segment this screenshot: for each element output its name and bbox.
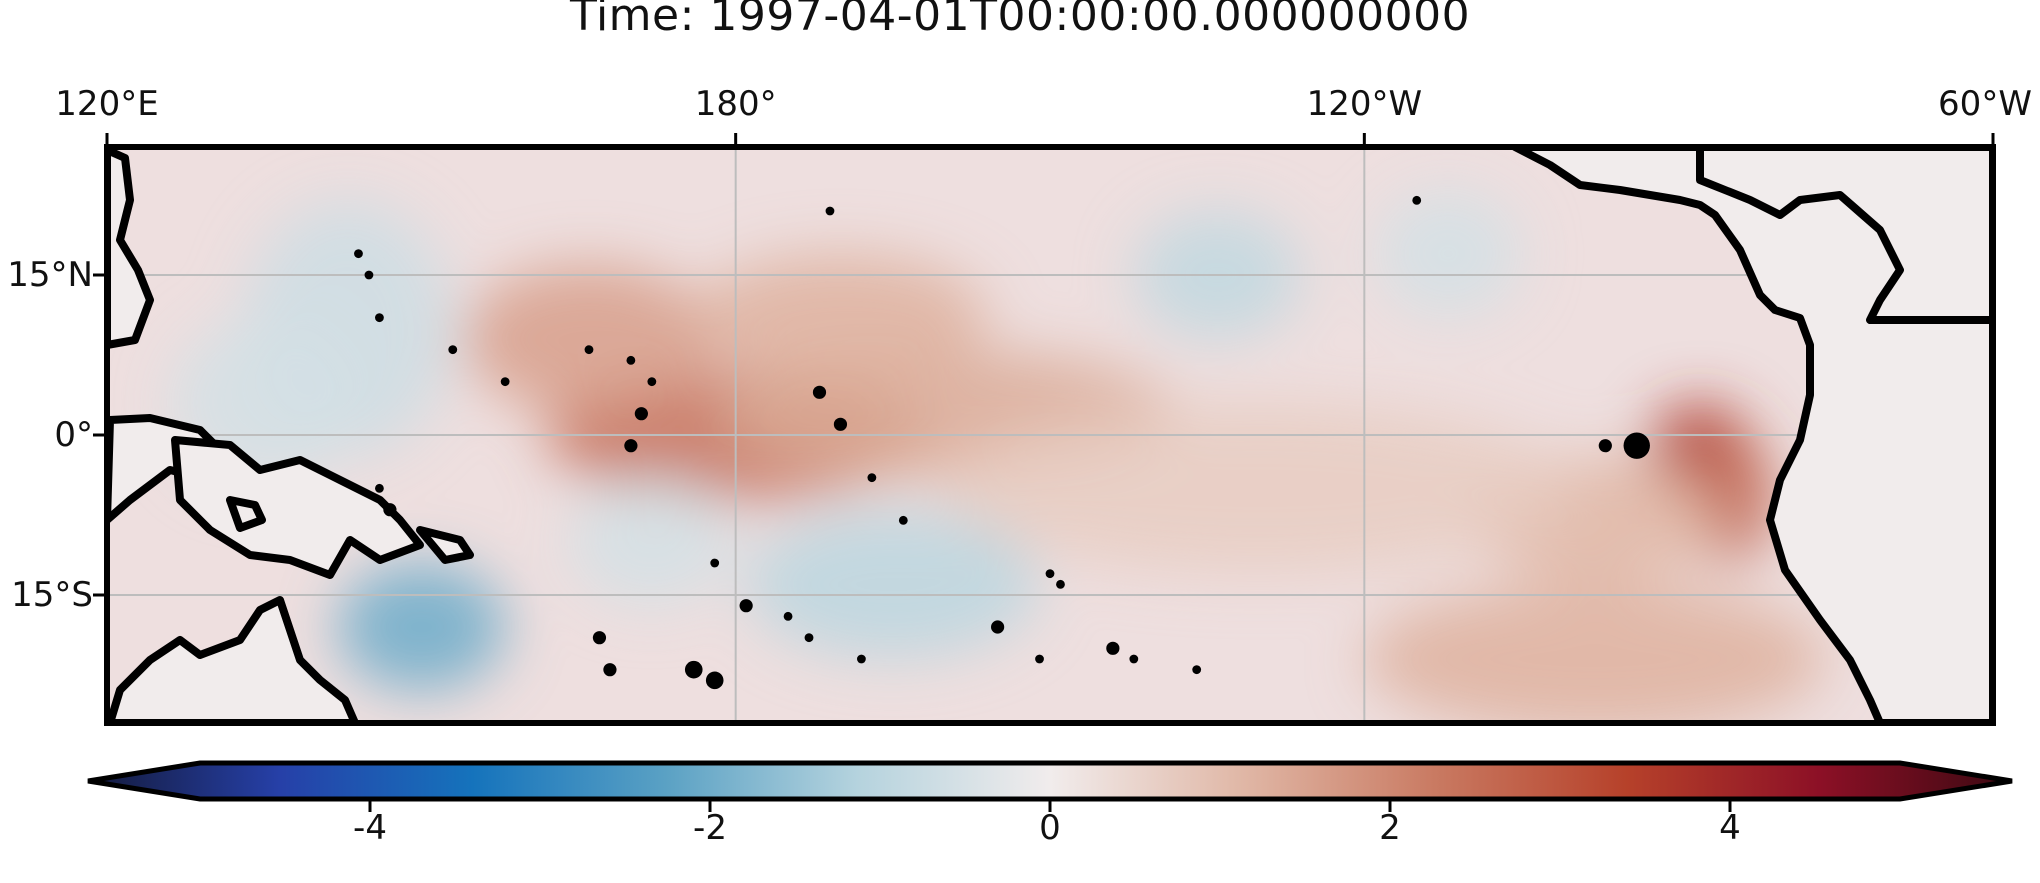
anomaly-blob [693, 253, 988, 382]
land-americas [1511, 147, 1993, 723]
island [857, 654, 866, 664]
anomaly-blob [746, 509, 1040, 659]
colorbar [87, 760, 2013, 812]
anomaly-blob [568, 477, 736, 606]
pacific-islands [354, 195, 1650, 690]
colorbar-tick-label: -4 [353, 808, 387, 848]
colorbar-ticks [368, 799, 1732, 812]
anomaly-blob [945, 403, 1574, 574]
anomaly-blob [337, 563, 506, 691]
island [624, 439, 638, 453]
longitude-label: 180° [694, 84, 777, 124]
island [603, 663, 617, 677]
island [592, 631, 607, 645]
island [898, 515, 908, 525]
island [739, 599, 753, 613]
colorbar-tick-label: 0 [1039, 808, 1061, 848]
island [991, 620, 1005, 634]
island [1412, 195, 1422, 205]
island [812, 385, 827, 399]
island [1623, 432, 1650, 459]
longitude-label: 120°E [55, 84, 159, 124]
colorbar-body [87, 760, 2013, 802]
anomaly-blob [463, 264, 715, 414]
land-australia [107, 596, 359, 723]
longitude-label: 120°W [1306, 84, 1423, 124]
island [1045, 569, 1055, 579]
island [626, 355, 636, 365]
island [684, 660, 703, 679]
longitude-label: 60°W [1938, 84, 2032, 124]
latitude-label: 0° [54, 415, 93, 455]
island [448, 345, 458, 355]
island [867, 473, 877, 483]
anomaly-blob [1364, 584, 1826, 723]
latitude-label: 15°S [11, 575, 93, 615]
island [705, 671, 724, 690]
island [710, 558, 720, 568]
island [783, 611, 793, 621]
island [584, 345, 594, 355]
island [1106, 641, 1120, 655]
island [634, 407, 648, 421]
island [1035, 654, 1044, 664]
latitude-label: 15°N [7, 255, 93, 295]
colorbar-tick-label: 4 [1719, 808, 1741, 848]
island [1129, 654, 1139, 664]
sst-anomaly-field [169, 189, 1826, 723]
island [833, 417, 848, 431]
map-panel [107, 147, 1993, 723]
island [375, 483, 384, 493]
island [1598, 439, 1612, 453]
island [383, 503, 397, 517]
island [500, 377, 510, 387]
colorbar-tick-label: -2 [693, 808, 727, 848]
map-axis-ticks [93, 133, 1995, 597]
island [825, 206, 835, 216]
map-title: Time: 1997-04-01T00:00:00.000000000 [569, 0, 1471, 41]
island [354, 249, 363, 259]
island [804, 633, 814, 643]
anomaly-blob [1374, 189, 1522, 318]
island [1192, 665, 1202, 675]
island [647, 377, 657, 387]
colorbar-tick-label: 2 [1379, 808, 1401, 848]
gridlines [107, 147, 1993, 723]
land-asia-maritime [107, 147, 474, 579]
island [1056, 579, 1065, 589]
island [364, 270, 374, 280]
island [375, 313, 384, 323]
